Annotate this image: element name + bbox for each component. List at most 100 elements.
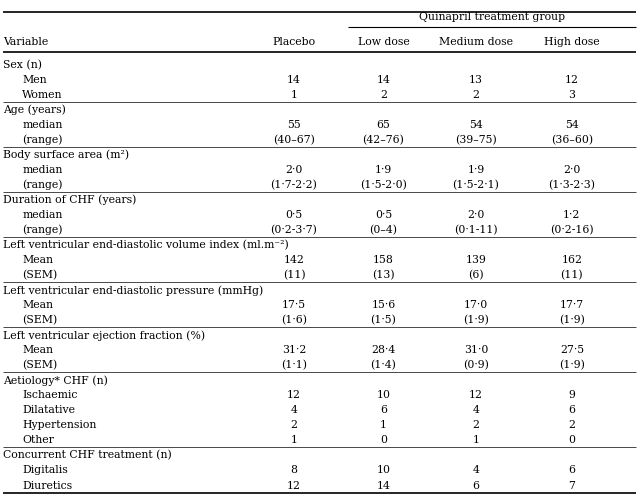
Text: 12: 12	[469, 390, 483, 400]
Text: (0–4): (0–4)	[369, 225, 397, 236]
Text: Diuretics: Diuretics	[22, 481, 72, 491]
Text: Left ventricular end-diastolic pressure (mmHg): Left ventricular end-diastolic pressure …	[3, 285, 263, 295]
Text: Dilatative: Dilatative	[22, 405, 75, 415]
Text: 1·9: 1·9	[375, 165, 392, 175]
Text: (11): (11)	[282, 270, 305, 280]
Text: (1·5): (1·5)	[371, 315, 396, 325]
Text: 6: 6	[569, 405, 575, 415]
Text: (40–67): (40–67)	[273, 135, 315, 145]
Text: 3: 3	[569, 90, 575, 100]
Text: (range): (range)	[22, 180, 63, 190]
Text: 158: 158	[373, 255, 394, 265]
Text: 1·9: 1·9	[468, 165, 484, 175]
Text: (6): (6)	[468, 270, 484, 280]
Text: Concurrent CHF treatment (n): Concurrent CHF treatment (n)	[3, 450, 172, 461]
Text: 14: 14	[376, 481, 390, 491]
Text: 1: 1	[291, 436, 297, 446]
Text: (range): (range)	[22, 225, 63, 236]
Text: 1·2: 1·2	[563, 210, 581, 220]
Text: (SEM): (SEM)	[22, 270, 58, 280]
Text: (0·2-16): (0·2-16)	[550, 225, 594, 236]
Text: 12: 12	[287, 481, 301, 491]
Text: Digitalis: Digitalis	[22, 466, 68, 476]
Text: Women: Women	[22, 90, 63, 100]
Text: 10: 10	[376, 466, 390, 476]
Text: 0: 0	[569, 436, 575, 446]
Text: Aetiology* CHF (n): Aetiology* CHF (n)	[3, 375, 108, 386]
Text: Variable: Variable	[3, 37, 49, 47]
Text: (0·2-3·7): (0·2-3·7)	[270, 225, 318, 236]
Text: 13: 13	[469, 75, 483, 85]
Text: (1·3-2·3): (1·3-2·3)	[548, 180, 596, 190]
Text: (1·7-2·2): (1·7-2·2)	[270, 180, 318, 190]
Text: 2·0: 2·0	[467, 210, 485, 220]
Text: 2: 2	[569, 421, 575, 431]
Text: High dose: High dose	[544, 37, 600, 47]
Text: Left ventricular ejection fraction (%): Left ventricular ejection fraction (%)	[3, 330, 205, 340]
Text: 2: 2	[473, 421, 479, 431]
Text: (range): (range)	[22, 135, 63, 145]
Text: 8: 8	[291, 466, 297, 476]
Text: 0: 0	[380, 436, 387, 446]
Text: (42–76): (42–76)	[362, 135, 404, 145]
Text: (SEM): (SEM)	[22, 315, 58, 325]
Text: Mean: Mean	[22, 255, 54, 265]
Text: (1·9): (1·9)	[559, 315, 585, 325]
Text: 2: 2	[380, 90, 387, 100]
Text: Left ventricular end-diastolic volume index (ml.m⁻²): Left ventricular end-diastolic volume in…	[3, 240, 289, 250]
Text: Low dose: Low dose	[358, 37, 409, 47]
Text: (0·1-11): (0·1-11)	[454, 225, 498, 236]
Text: (1·4): (1·4)	[371, 360, 396, 370]
Text: 17·7: 17·7	[560, 300, 584, 310]
Text: 2: 2	[473, 90, 479, 100]
Text: 65: 65	[376, 120, 390, 130]
Text: Men: Men	[22, 75, 47, 85]
Text: 7: 7	[569, 481, 575, 491]
Text: 27·5: 27·5	[560, 345, 584, 355]
Text: 10: 10	[376, 390, 390, 400]
Text: (36–60): (36–60)	[551, 135, 593, 145]
Text: 6: 6	[380, 405, 387, 415]
Text: 31·2: 31·2	[282, 345, 306, 355]
Text: 1: 1	[473, 436, 479, 446]
Text: Other: Other	[22, 436, 54, 446]
Text: (1·5-2·1): (1·5-2·1)	[452, 180, 500, 190]
Text: 0·5: 0·5	[286, 210, 302, 220]
Text: median: median	[22, 120, 63, 130]
Text: Placebo: Placebo	[272, 37, 316, 47]
Text: (1·5-2·0): (1·5-2·0)	[360, 180, 407, 190]
Text: 17·5: 17·5	[282, 300, 306, 310]
Text: (1·9): (1·9)	[559, 360, 585, 370]
Text: 4: 4	[473, 466, 479, 476]
Text: 15·6: 15·6	[371, 300, 396, 310]
Text: 14: 14	[287, 75, 301, 85]
Text: 12: 12	[565, 75, 579, 85]
Text: Age (years): Age (years)	[3, 105, 66, 115]
Text: (SEM): (SEM)	[22, 360, 58, 370]
Text: Mean: Mean	[22, 345, 54, 355]
Text: (1·1): (1·1)	[281, 360, 307, 370]
Text: 4: 4	[473, 405, 479, 415]
Text: 6: 6	[569, 466, 575, 476]
Text: (0·9): (0·9)	[463, 360, 489, 370]
Text: (11): (11)	[560, 270, 583, 280]
Text: Ischaemic: Ischaemic	[22, 390, 78, 400]
Text: median: median	[22, 165, 63, 175]
Text: 55: 55	[287, 120, 301, 130]
Text: Duration of CHF (years): Duration of CHF (years)	[3, 195, 137, 206]
Text: 4: 4	[291, 405, 297, 415]
Text: 139: 139	[466, 255, 486, 265]
Text: 142: 142	[284, 255, 304, 265]
Text: Body surface area (m²): Body surface area (m²)	[3, 150, 129, 160]
Text: 2·0: 2·0	[285, 165, 303, 175]
Text: 54: 54	[469, 120, 483, 130]
Text: 17·0: 17·0	[464, 300, 488, 310]
Text: 9: 9	[569, 390, 575, 400]
Text: Mean: Mean	[22, 300, 54, 310]
Text: median: median	[22, 210, 63, 220]
Text: 6: 6	[473, 481, 479, 491]
Text: (39–75): (39–75)	[455, 135, 497, 145]
Text: Sex (n): Sex (n)	[3, 60, 42, 70]
Text: Medium dose: Medium dose	[439, 37, 513, 47]
Text: 31·0: 31·0	[464, 345, 488, 355]
